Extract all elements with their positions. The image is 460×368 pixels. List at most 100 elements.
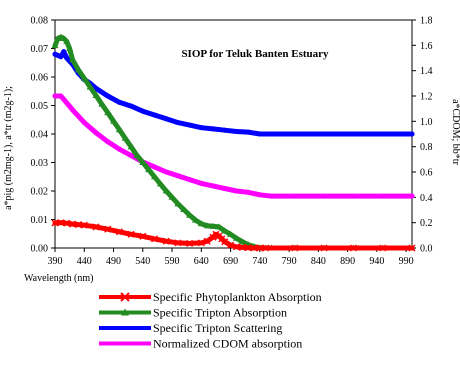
data-point xyxy=(81,120,87,126)
data-point xyxy=(233,128,239,134)
data-point xyxy=(198,180,204,186)
data-point xyxy=(238,243,246,251)
data-point xyxy=(162,187,170,194)
data-point xyxy=(221,227,229,234)
x-tick-label: 390 xyxy=(48,256,63,267)
data-point xyxy=(51,219,59,227)
y-right-tick-label: 1.2 xyxy=(420,92,433,103)
data-point xyxy=(350,193,356,199)
data-point xyxy=(262,244,270,252)
x-axis-title: Wavelength (nm) xyxy=(24,273,93,284)
legend-label: Specific Tripton Absorption xyxy=(153,306,287,320)
y-right-tick-label: 0.2 xyxy=(420,218,433,229)
y-left-tick-label: 0.02 xyxy=(31,187,49,198)
data-point-stroke xyxy=(104,225,112,233)
data-point xyxy=(156,180,164,187)
data-point xyxy=(256,244,264,252)
data-point xyxy=(197,220,205,227)
legend-label: Normalized CDOM absorption xyxy=(153,337,302,351)
data-point-stroke xyxy=(408,244,416,252)
data-point xyxy=(74,221,82,229)
x-tick-label: 940 xyxy=(369,256,384,267)
data-point-stroke xyxy=(349,244,358,252)
data-point xyxy=(110,117,118,124)
data-point xyxy=(92,223,100,231)
data-point-stroke xyxy=(69,220,77,228)
data-point xyxy=(104,109,112,116)
data-point xyxy=(257,131,263,137)
data-point-stroke xyxy=(379,244,387,252)
data-point xyxy=(180,206,188,213)
y-right-tick-label: 1.6 xyxy=(420,41,433,52)
data-point xyxy=(63,219,71,227)
data-point xyxy=(186,211,194,218)
x-tick-label: 540 xyxy=(135,256,150,267)
data-point-stroke xyxy=(197,239,205,247)
legend: Specific Phytoplankton Absorption Specifi… xyxy=(99,290,322,351)
data-point-stroke xyxy=(232,243,240,251)
y-left-tick-label: 0.08 xyxy=(31,16,49,27)
data-point xyxy=(139,159,147,165)
data-point xyxy=(321,131,327,137)
y-left-tick-label: 0.05 xyxy=(31,101,49,112)
y-left-tick-label: 0.03 xyxy=(31,158,49,169)
data-point xyxy=(215,223,223,230)
data-point xyxy=(86,83,94,90)
data-point xyxy=(139,232,147,240)
data-point xyxy=(163,169,169,175)
x-tick-label: 590 xyxy=(165,256,180,267)
data-point xyxy=(380,131,386,137)
x-tick-label: 640 xyxy=(194,256,209,267)
y-left-tick-label: 0.06 xyxy=(31,73,49,84)
legend-label: Specific Tripton Scattering xyxy=(153,321,282,335)
data-point xyxy=(105,93,111,99)
data-point xyxy=(291,244,299,252)
legend-item-specific-tripton-scattering: Specific Tripton Scattering xyxy=(99,321,282,335)
data-point xyxy=(51,42,59,49)
data-point xyxy=(187,177,193,183)
data-point xyxy=(104,225,112,233)
legend-item-specific-phytoplankton-absorption: Specific Phytoplankton Absorption xyxy=(99,290,322,304)
data-point xyxy=(232,243,240,251)
data-point xyxy=(321,193,327,199)
data-point xyxy=(57,219,65,227)
data-point-stroke xyxy=(174,239,182,247)
data-point xyxy=(58,93,64,99)
data-point xyxy=(409,131,415,137)
data-point xyxy=(52,93,58,99)
data-point xyxy=(63,37,71,44)
data-point-stroke xyxy=(227,241,235,249)
data-point xyxy=(221,238,229,246)
data-point xyxy=(151,164,157,170)
legend-marker xyxy=(120,292,130,302)
data-point xyxy=(70,107,76,113)
data-point xyxy=(222,127,228,133)
data-point xyxy=(128,153,134,159)
data-point-stroke xyxy=(74,221,82,229)
data-point xyxy=(186,239,194,247)
data-point xyxy=(232,234,240,241)
y-right-tick-label: 1.8 xyxy=(420,16,433,27)
data-point xyxy=(64,55,70,61)
data-point xyxy=(174,239,182,247)
series-specific-phytoplankton-absorption xyxy=(51,219,416,252)
x-tick-label: 840 xyxy=(311,256,326,267)
x-tick-label: 890 xyxy=(340,256,355,267)
data-point-stroke xyxy=(150,235,159,243)
y-left-tick-label: 0.01 xyxy=(31,215,49,226)
y-right-tick-label: 0.4 xyxy=(420,193,433,204)
data-point xyxy=(115,126,123,133)
data-point xyxy=(269,193,275,199)
x-tick-label: 690 xyxy=(223,256,238,267)
data-point-stroke xyxy=(115,228,123,236)
data-point xyxy=(233,188,239,194)
y-right-tick-label: 1.4 xyxy=(420,66,433,77)
data-point-stroke xyxy=(256,244,264,252)
data-point xyxy=(116,99,122,105)
data-point-stroke xyxy=(139,232,147,240)
y-right-tick-label: 0.0 xyxy=(420,244,433,255)
x-tick-label: 790 xyxy=(282,256,297,267)
data-point xyxy=(127,143,135,150)
data-point xyxy=(168,193,176,200)
